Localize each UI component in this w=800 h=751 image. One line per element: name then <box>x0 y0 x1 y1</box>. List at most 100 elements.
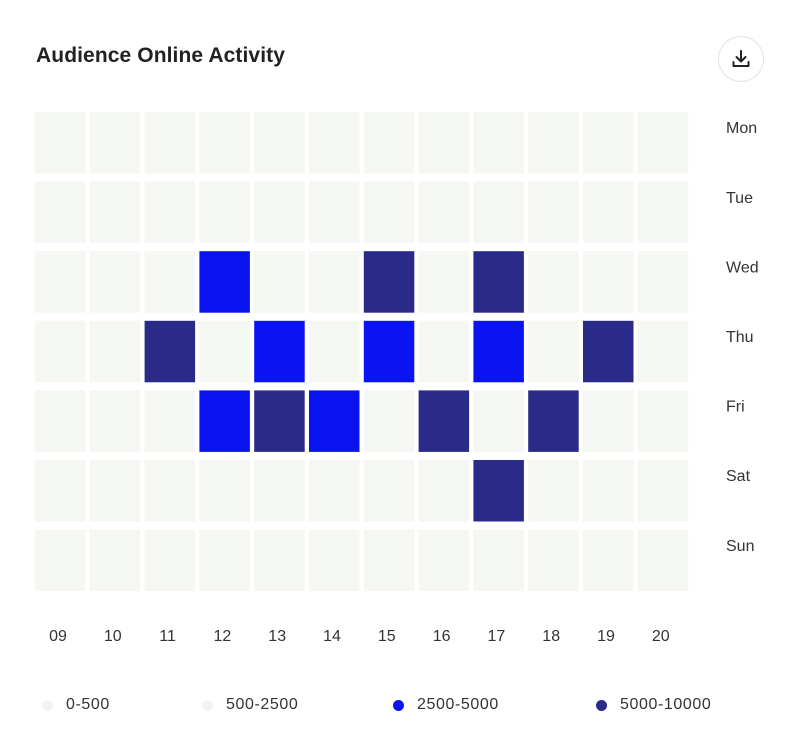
y-tick-label-sun: Sun <box>726 538 754 555</box>
legend-swatch-3 <box>596 699 607 711</box>
heatmap-cell-mon-20 <box>637 112 689 174</box>
heatmap-cell-thu-13 <box>254 320 305 383</box>
heatmap-cell-sat-12 <box>199 460 250 522</box>
heatmap-cell-sat-09 <box>35 460 86 522</box>
heatmap-cell-fri-18 <box>528 390 579 452</box>
heatmap-cell-tue-19 <box>583 181 634 244</box>
legend-label-0: 0-500 <box>66 696 110 713</box>
heatmap-cell-sun-15 <box>363 529 415 592</box>
heatmap-cell-sat-17 <box>473 460 524 522</box>
heatmap-cell-tue-12 <box>199 181 250 244</box>
heatmap-cell-sat-18 <box>528 460 579 522</box>
heatmap-cell-tue-15 <box>363 181 415 244</box>
x-tick-label-16: 16 <box>433 628 451 645</box>
heatmap-cell-wed-10 <box>89 251 141 313</box>
chart-title: Audience Online Activity <box>36 44 286 67</box>
x-tick-label-09: 09 <box>49 628 67 645</box>
legend: 0-500 500-2500 2500-5000 5000-10000 <box>0 693 800 717</box>
heatmap-cell-sat-20 <box>637 460 689 522</box>
y-tick-label-thu: Thu <box>726 329 754 346</box>
heatmap-cell-wed-12 <box>199 251 250 313</box>
download-button[interactable] <box>718 36 764 82</box>
y-tick-label-mon: Mon <box>726 120 757 137</box>
y-tick-label-tue: Tue <box>726 190 753 207</box>
heatmap-cell-wed-14 <box>309 251 360 313</box>
heatmap-cell-fri-11 <box>144 390 196 452</box>
legend-label-2: 2500-5000 <box>417 696 499 713</box>
heatmap-cell-wed-19 <box>583 251 634 313</box>
x-tick-label-18: 18 <box>542 628 560 645</box>
heatmap-cell-mon-09 <box>35 112 86 174</box>
y-tick-label-sat: Sat <box>726 468 751 485</box>
heatmap-cell-sun-12 <box>199 529 250 592</box>
legend-item-3: 5000-10000 <box>596 693 711 717</box>
download-icon <box>732 50 750 67</box>
heatmap-cell-tue-17 <box>473 181 524 244</box>
heatmap-cell-wed-11 <box>144 251 196 313</box>
x-tick-label-11: 11 <box>159 628 176 645</box>
heatmap-cell-fri-16 <box>418 390 470 452</box>
heatmap-cell-wed-15 <box>363 251 415 313</box>
heatmap-cell-wed-18 <box>528 251 579 313</box>
x-tick-label-15: 15 <box>378 628 396 645</box>
legend-item-2: 2500-5000 <box>393 693 499 717</box>
legend-item-0: 0-500 <box>42 693 110 717</box>
heatmap-cell-sun-14 <box>309 529 360 592</box>
heatmap-cell-sun-16 <box>418 529 470 592</box>
heatmap-cell-thu-20 <box>637 320 689 383</box>
legend-swatch-2 <box>393 699 404 711</box>
y-tick-label-wed: Wed <box>726 259 759 276</box>
heatmap-cell-mon-17 <box>473 112 524 174</box>
heatmap-cell-tue-16 <box>418 181 470 244</box>
heatmap-cell-sun-13 <box>254 529 305 592</box>
heatmap-cell-fri-15 <box>363 390 415 452</box>
heatmap-cell-thu-18 <box>528 320 579 383</box>
heatmap-cell-fri-09 <box>35 390 86 452</box>
heatmap-cell-tue-20 <box>637 181 689 244</box>
y-tick-label-fri: Fri <box>726 399 745 416</box>
heatmap-cell-sun-09 <box>35 529 86 592</box>
heatmap-cell-thu-16 <box>418 320 470 383</box>
legend-label-3: 5000-10000 <box>620 696 712 713</box>
heatmap-cell-mon-16 <box>418 112 470 174</box>
heatmap-cell-thu-10 <box>89 320 141 383</box>
heatmap-cell-wed-20 <box>637 251 689 313</box>
legend-swatch-0 <box>42 699 53 711</box>
heatmap-cell-sat-14 <box>309 460 360 522</box>
heatmap-cell-wed-13 <box>254 251 305 313</box>
legend-label-1: 500-2500 <box>226 696 299 713</box>
heatmap-cell-fri-10 <box>89 390 141 452</box>
heatmap-cell-tue-09 <box>35 181 86 244</box>
x-tick-label-17: 17 <box>488 628 506 645</box>
heatmap-cell-thu-19 <box>583 320 634 383</box>
heatmap-cell-mon-15 <box>363 112 415 174</box>
heatmap-cell-fri-13 <box>254 390 305 452</box>
heatmap-cell-sat-15 <box>363 460 415 522</box>
heatmap-cell-fri-20 <box>637 390 689 452</box>
heatmap-cell-fri-12 <box>199 390 250 452</box>
heatmap-cell-sat-11 <box>144 460 196 522</box>
heatmap-cell-mon-12 <box>199 112 250 174</box>
heatmap-cell-mon-11 <box>144 112 196 174</box>
heatmap-cell-sat-13 <box>254 460 305 522</box>
heatmap-cell-sun-17 <box>473 529 524 592</box>
heatmap-cell-tue-10 <box>89 181 141 244</box>
heatmap-cell-fri-14 <box>309 390 360 452</box>
heatmap-cell-tue-18 <box>528 181 579 244</box>
heatmap-cell-sun-18 <box>528 529 579 592</box>
x-tick-label-12: 12 <box>214 628 232 645</box>
heatmap-cell-sun-11 <box>144 529 196 592</box>
heatmap-cell-wed-16 <box>418 251 470 313</box>
heatmap-cell-mon-19 <box>583 112 634 174</box>
heatmap-cell-thu-09 <box>35 320 86 383</box>
heatmap-cell-mon-14 <box>309 112 360 174</box>
heatmap-cell-sat-19 <box>583 460 634 522</box>
x-tick-label-14: 14 <box>323 628 341 645</box>
heatmap-cell-mon-18 <box>528 112 579 174</box>
x-tick-label-19: 19 <box>597 628 615 645</box>
heatmap-cell-sat-10 <box>89 460 141 522</box>
heatmap-cell-tue-13 <box>254 181 305 244</box>
heatmap-cell-sat-16 <box>418 460 470 522</box>
heatmap-cell-mon-13 <box>254 112 305 174</box>
